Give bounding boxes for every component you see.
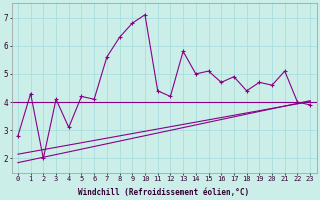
X-axis label: Windchill (Refroidissement éolien,°C): Windchill (Refroidissement éolien,°C) [78, 188, 250, 197]
